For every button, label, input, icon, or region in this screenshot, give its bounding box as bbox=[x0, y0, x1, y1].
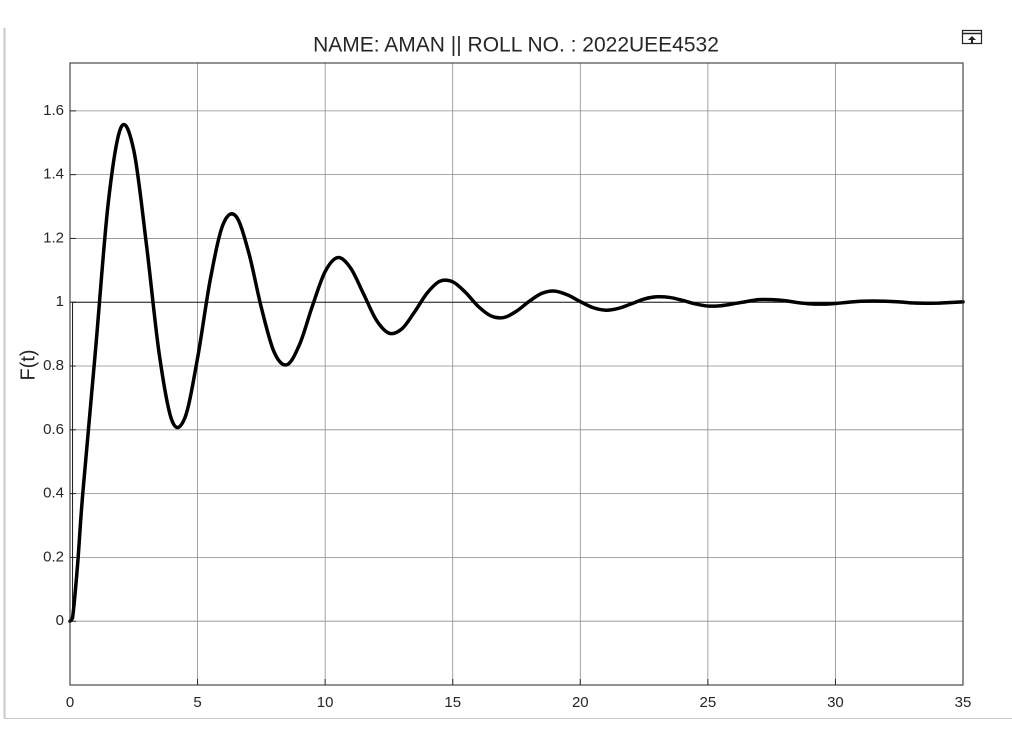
x-tick-label: 15 bbox=[444, 694, 461, 711]
grid: 0 0.2 0.4 0.6 0.8 1 1.2 1.4 1.6 0 5 10 15 20 25 30 35 bbox=[43, 63, 971, 711]
y-tick-label: 1 bbox=[56, 293, 64, 310]
axes-box bbox=[69, 62, 964, 686]
y-tick-label: 1.2 bbox=[43, 229, 64, 246]
x-tick-label: 10 bbox=[317, 694, 334, 711]
plot-area bbox=[68, 122, 965, 623]
y-tick-label: 1.6 bbox=[43, 102, 64, 119]
x-tick-label: 30 bbox=[827, 694, 844, 711]
x-tick-label: 20 bbox=[572, 694, 589, 711]
x-tick-label: 35 bbox=[955, 694, 972, 711]
undock-icon[interactable] bbox=[961, 29, 983, 45]
x-tick-label: 25 bbox=[700, 694, 717, 711]
x-tick-label: 0 bbox=[66, 694, 74, 711]
icon-arrow bbox=[968, 36, 976, 43]
y-tick-label: 1.4 bbox=[43, 166, 64, 183]
y-axis-label: F(t) bbox=[17, 349, 39, 380]
series-line bbox=[68, 122, 965, 623]
y-tick-label: 0.8 bbox=[43, 357, 64, 374]
chart-title: NAME: AMAN || ROLL NO. : 2022UEE4532 bbox=[313, 34, 719, 57]
y-tick-label: 0.4 bbox=[43, 485, 64, 502]
x-tick-label: 5 bbox=[193, 694, 201, 711]
y-tick-label: 0 bbox=[56, 612, 64, 629]
y-tick-label: 0.6 bbox=[43, 421, 64, 438]
series-line bbox=[69, 301, 964, 622]
y-tick-label: 0.2 bbox=[43, 548, 64, 565]
